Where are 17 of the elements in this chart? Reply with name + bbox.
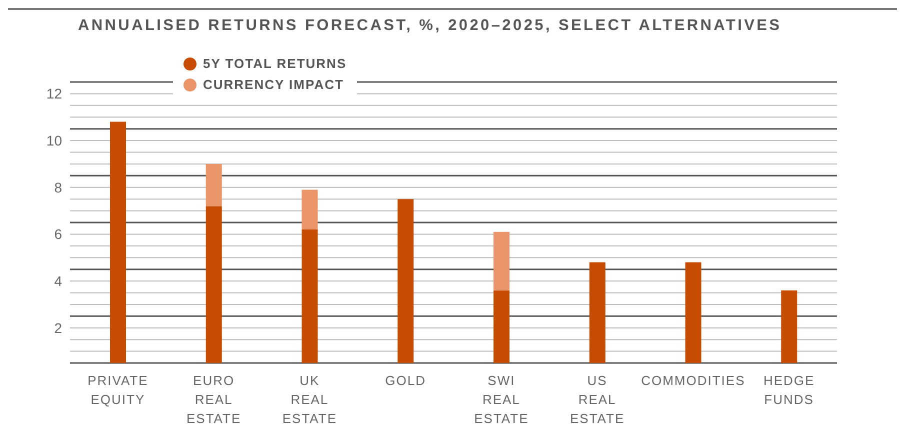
x-tick-label: UK REAL ESTATE — [282, 373, 338, 426]
y-tick-label: 4 — [54, 273, 62, 290]
x-tick-label: SWI REAL ESTATE — [474, 373, 529, 426]
x-tick-label: HEDGE FUNDS — [763, 373, 815, 407]
y-tick-label: 10 — [46, 132, 62, 149]
x-tick-label: PRIVATE EQUITY — [88, 373, 148, 407]
x-tick-label: US REAL ESTATE — [570, 373, 625, 426]
y-tick-label: 12 — [46, 86, 62, 102]
x-tick-label: COMMODITIES — [641, 373, 746, 388]
y-tick-label: 2 — [54, 320, 62, 336]
legend-label: 5Y TOTAL RETURNS — [203, 56, 347, 71]
x-tick-label: EURO REAL ESTATE — [186, 373, 242, 426]
legend-label: CURRENCY IMPACT — [203, 77, 344, 92]
y-tick-label: 6 — [54, 226, 62, 242]
x-tick-label: GOLD — [385, 373, 426, 388]
chart-title: ANNUALISED RETURNS FORECAST, %, 2020–2025, SELECT ALTERNATIVES — [78, 17, 782, 35]
y-tick-label: 8 — [54, 179, 62, 196]
